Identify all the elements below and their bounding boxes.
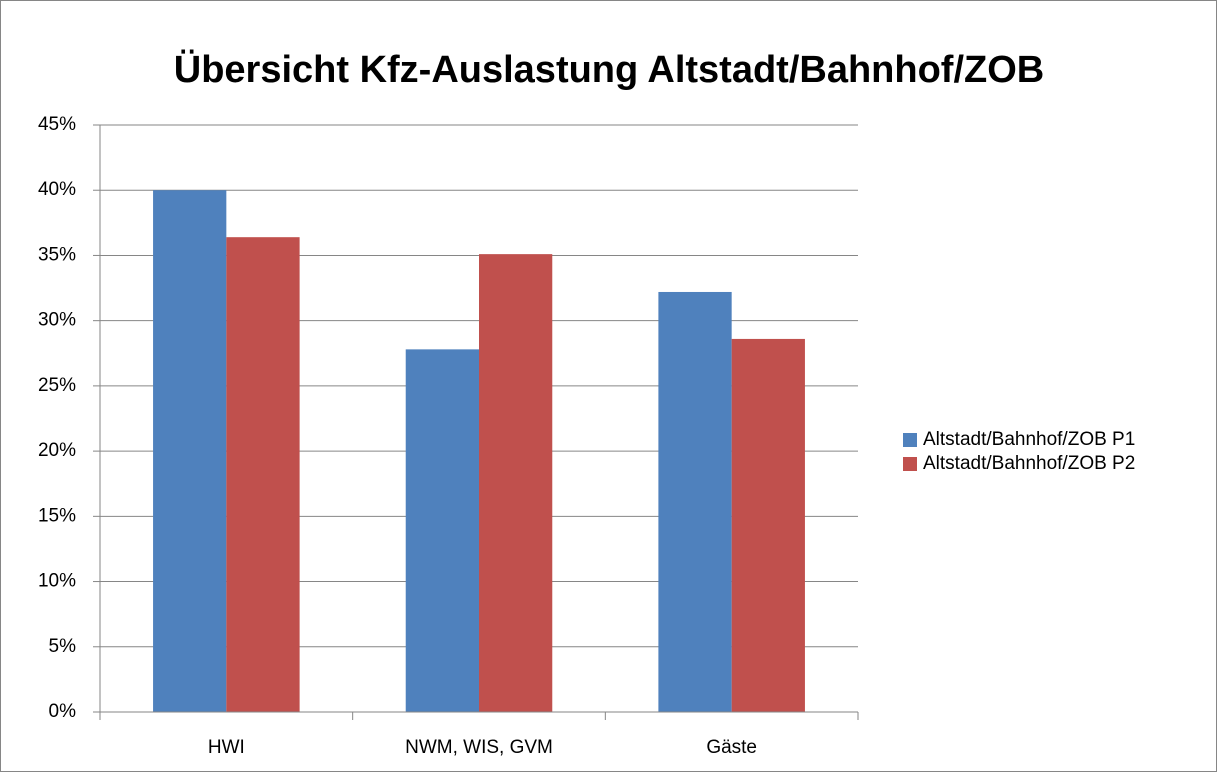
y-tick-label: 0% — [49, 701, 77, 722]
bar — [226, 237, 300, 712]
y-tick-label: 20% — [38, 440, 76, 461]
bar — [658, 291, 732, 712]
y-tick-label: 30% — [38, 310, 76, 331]
y-tick-label: 25% — [38, 375, 76, 396]
legend-swatch — [903, 433, 917, 447]
bar — [731, 338, 805, 712]
bar — [479, 254, 553, 712]
y-tick-label: 5% — [49, 636, 77, 657]
chart-title: Übersicht Kfz-Auslastung Altstadt/Bahnho… — [174, 48, 1044, 91]
legend-label: Altstadt/Bahnhof/ZOB P1 — [923, 429, 1135, 450]
legend-swatch — [903, 457, 917, 471]
legend-label: Altstadt/Bahnhof/ZOB P2 — [923, 453, 1135, 474]
x-tick-label: NWM, WIS, GVM — [405, 737, 553, 758]
y-tick-label: 40% — [38, 179, 76, 200]
x-tick-label: Gäste — [706, 737, 757, 758]
bar — [405, 349, 479, 712]
y-tick-label: 15% — [38, 505, 76, 526]
bar — [153, 190, 227, 712]
y-tick-label: 35% — [38, 244, 76, 265]
y-tick-label: 45% — [38, 114, 76, 135]
y-tick-label: 10% — [38, 571, 76, 592]
x-tick-label: HWI — [208, 737, 245, 758]
